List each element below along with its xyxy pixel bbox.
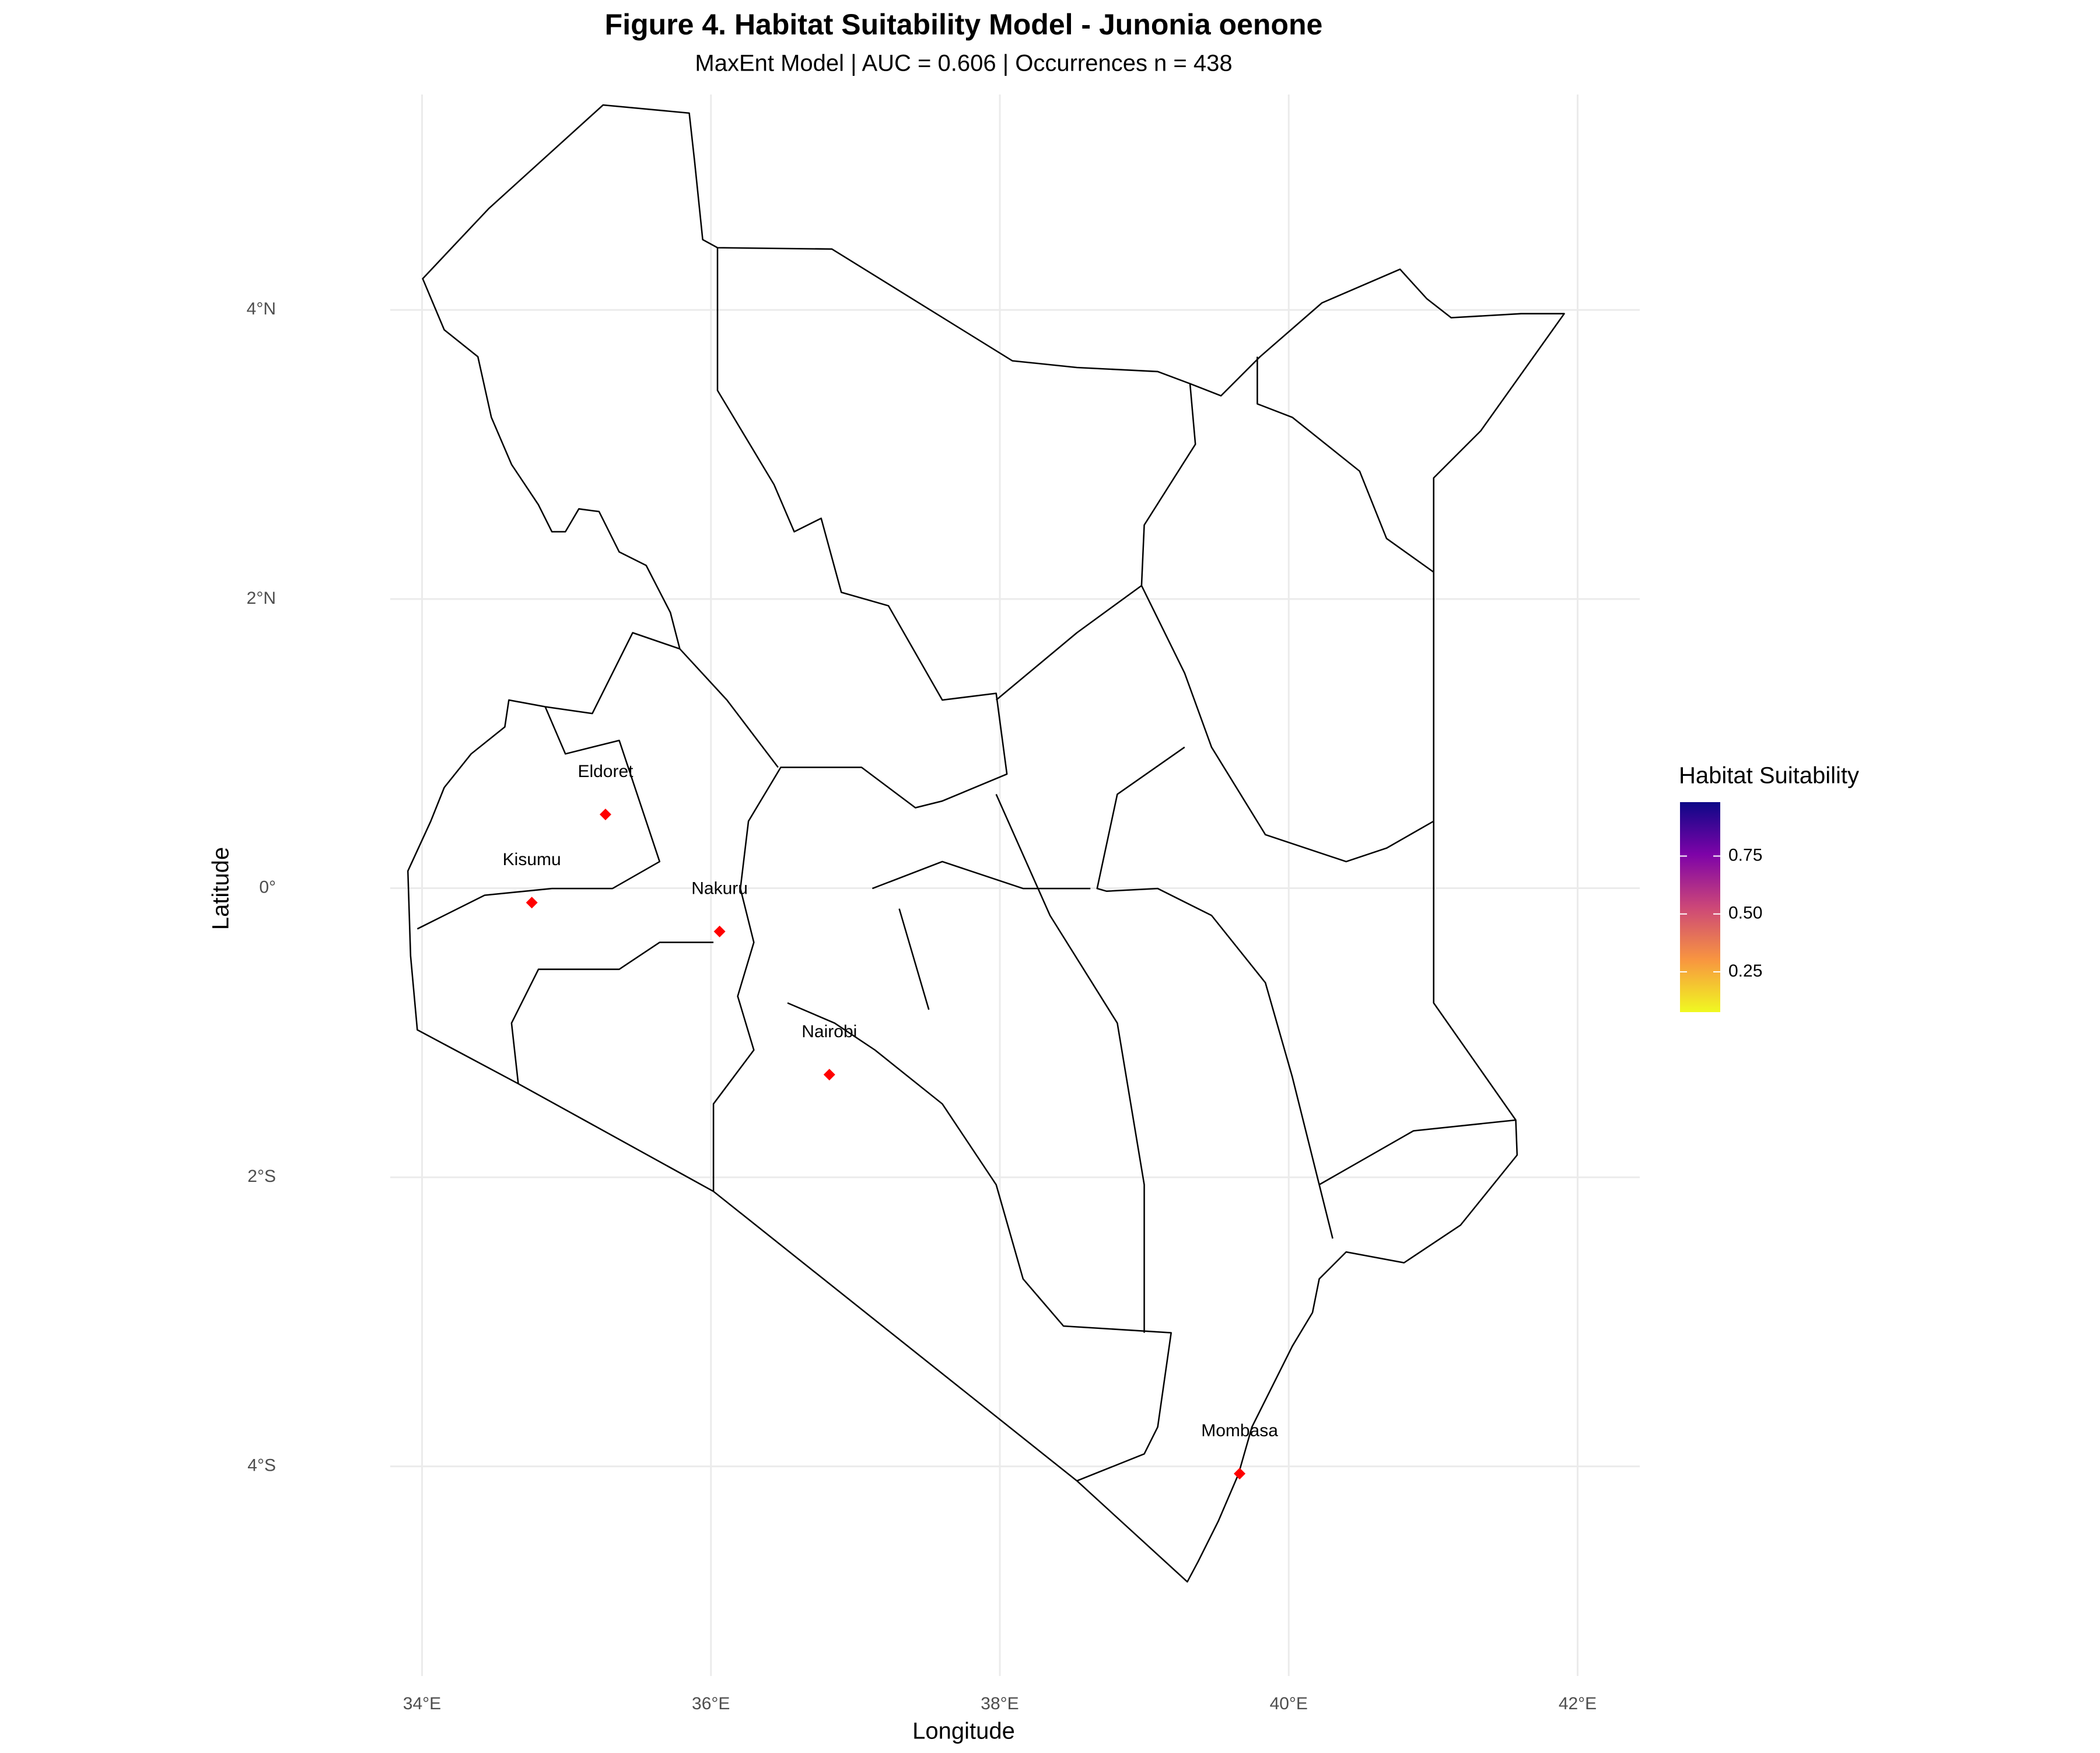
x-tick-label: 34°E [403, 1694, 441, 1713]
x-tick-label: 42°E [1559, 1694, 1597, 1713]
city-marker [1234, 1468, 1246, 1480]
y-tick-label: 4°N [247, 299, 276, 319]
chart-title: Figure 4. Habitat Suitability Model - Ju… [605, 8, 1323, 41]
grid [390, 95, 1640, 1676]
x-tick-label: 40°E [1270, 1694, 1308, 1713]
city-marker [599, 809, 611, 821]
country-outline [407, 104, 1565, 1583]
overlay: 34°E 36°E 38°E 40°E 42°E 4°N 2°N 0° 2°S 4°S Eldore… [247, 299, 1763, 1713]
legend-tick-label: 0.75 [1728, 845, 1762, 865]
y-tick-label: 2°N [247, 589, 276, 608]
legend-tick-label: 0.25 [1728, 961, 1762, 981]
y-tick-label: 2°S [247, 1167, 276, 1186]
city-label: Nakuru [691, 879, 748, 898]
city-marker [823, 1069, 835, 1081]
city-label: Eldoret [578, 762, 634, 781]
y-axis-title: Latitude [208, 847, 234, 930]
county-borders [416, 247, 1516, 1482]
city-marker [713, 925, 726, 937]
legend-title: Habitat Suitability [1679, 763, 1859, 789]
city-label: Mombasa [1201, 1421, 1278, 1440]
kenya-map [407, 104, 1565, 1583]
x-tick-label: 36°E [692, 1694, 730, 1713]
y-tick-label: 4°S [247, 1456, 276, 1475]
city-label: Kisumu [503, 850, 561, 869]
chart-subtitle: MaxEnt Model | AUC = 0.606 | Occurrences… [695, 51, 1232, 76]
x-tick-label: 38°E [981, 1694, 1019, 1713]
legend-tick-label: 0.50 [1728, 904, 1762, 923]
x-axis-title: Longitude [912, 1719, 1015, 1744]
y-tick-label: 0° [259, 877, 276, 897]
city-marker [526, 897, 538, 909]
city-label: Nairobi [802, 1022, 857, 1041]
legend-colorbar [1680, 802, 1720, 1012]
